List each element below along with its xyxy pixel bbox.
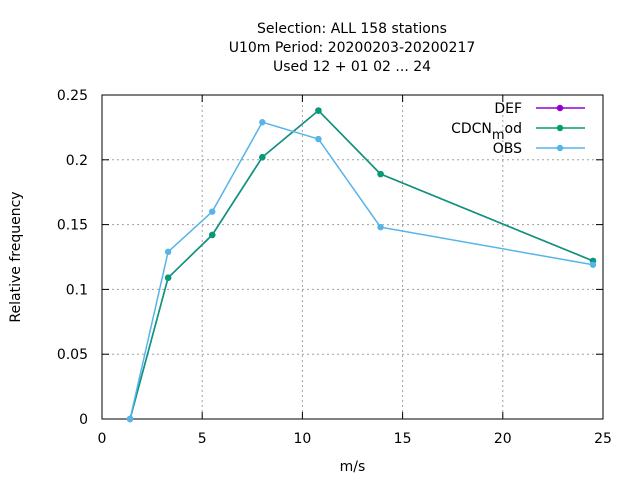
chart-title: Selection: ALL 158 stations U10m Period: … — [229, 21, 476, 75]
data-point — [164, 274, 172, 281]
data-point — [259, 119, 266, 126]
x-tick-label: 25 — [594, 431, 612, 447]
legend-marker — [556, 104, 564, 112]
data-point — [126, 415, 134, 423]
legend-marker — [556, 124, 564, 132]
x-tick-label: 10 — [293, 431, 311, 447]
series-line — [129, 121, 594, 420]
data-point — [377, 223, 384, 231]
x-tick-label: 0 — [98, 431, 107, 447]
plot-frame — [101, 94, 604, 420]
y-tick-label: 0.05 — [57, 347, 88, 363]
series-lines — [126, 107, 597, 423]
y-tick-label: 0.2 — [66, 153, 88, 169]
y-axis-ticks: 0 0.05 0.1 0.15 0.2 0.25 — [57, 88, 603, 428]
series-obs — [126, 119, 597, 423]
series-line — [129, 109, 594, 420]
x-axis-label: m/s — [340, 459, 366, 475]
legend-marker — [556, 144, 564, 152]
data-point — [209, 231, 216, 239]
legend-label: CDCNmod — [451, 121, 522, 143]
data-point — [315, 107, 322, 114]
title-line: Selection: ALL 158 stations — [257, 21, 447, 37]
data-point — [315, 135, 322, 143]
y-tick-label: 0.1 — [66, 282, 88, 298]
x-tick-label: 5 — [198, 431, 207, 447]
y-tick-label: 0.25 — [57, 88, 88, 104]
title-line: Used 12 + 01 02 ... 24 — [273, 59, 431, 75]
data-point — [209, 208, 216, 215]
legend-label: DEF — [494, 101, 522, 117]
x-tick-label: 15 — [394, 431, 412, 447]
y-tick-label: 0.15 — [57, 218, 88, 234]
data-point — [589, 261, 597, 268]
legend-label: OBS — [493, 141, 522, 157]
title-line: U10m Period: 20200203-20200217 — [229, 40, 476, 56]
data-point — [259, 154, 266, 161]
data-point — [164, 248, 172, 256]
x-tick-label: 20 — [494, 431, 512, 447]
series-cdcn-mod — [126, 107, 597, 423]
x-axis-ticks: 0 5 10 15 20 25 — [98, 95, 612, 447]
y-tick-label: 0 — [79, 412, 88, 428]
y-axis-label: Relative frequency — [8, 191, 24, 322]
series-line — [129, 109, 594, 420]
data-point — [377, 170, 384, 178]
grid — [102, 95, 603, 419]
